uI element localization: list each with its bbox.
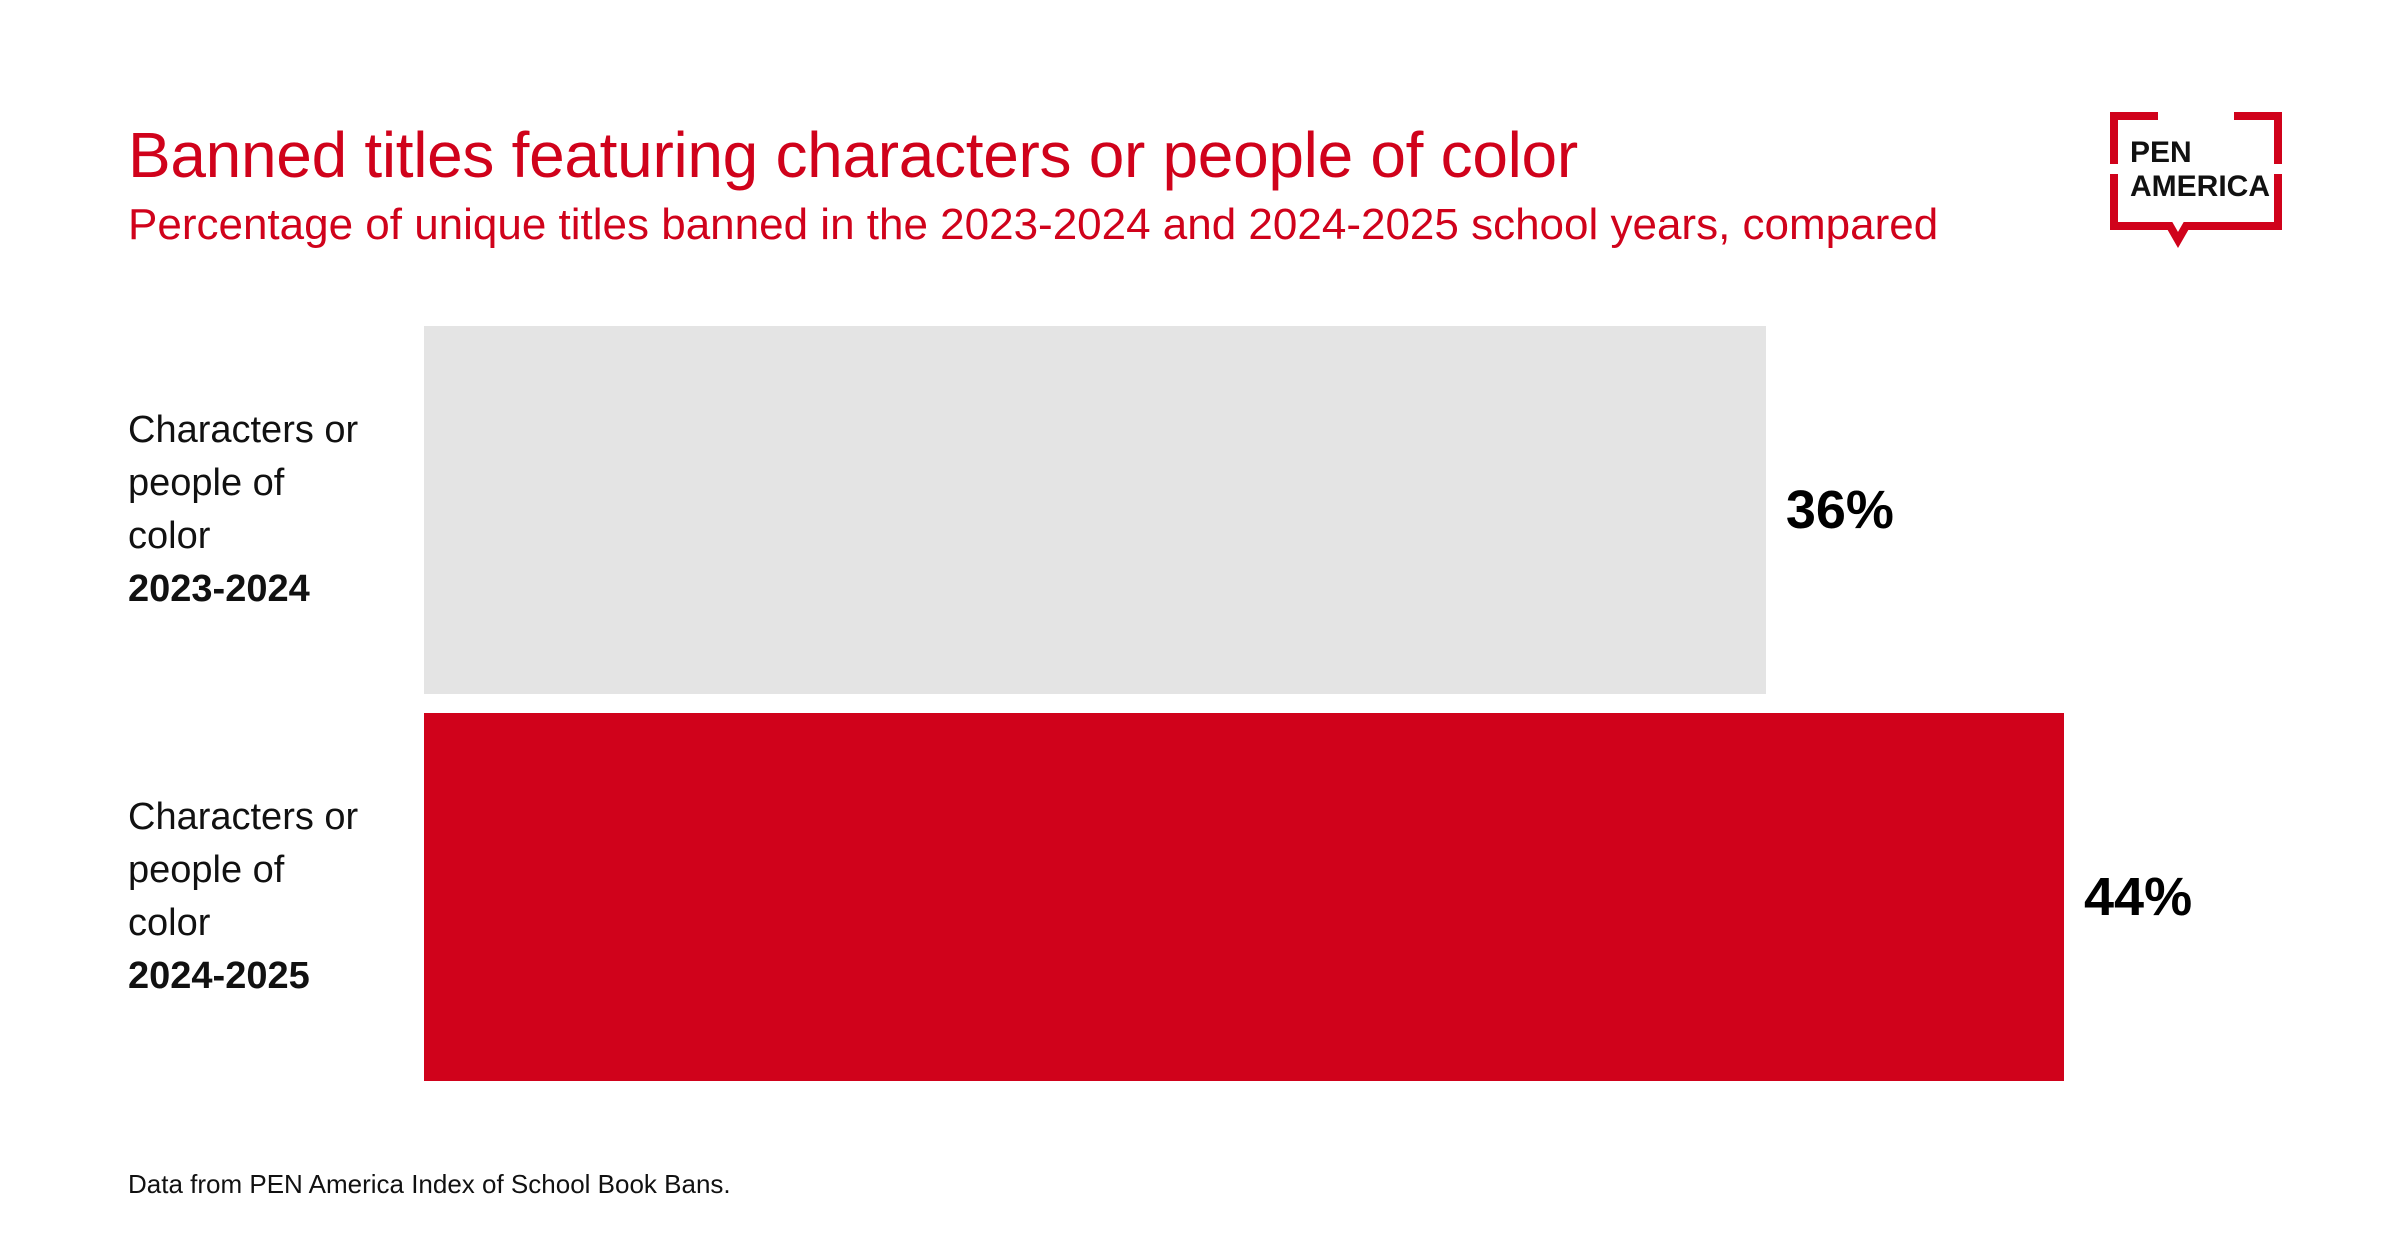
value-label-2023-2024: 36% xyxy=(1785,480,1894,540)
category-label-line: color xyxy=(128,515,211,557)
category-label-2023-2024: Characters or people of color 2023-2024 xyxy=(128,404,428,616)
category-label-line: people of xyxy=(128,462,285,504)
category-label-line: people of xyxy=(128,849,285,891)
bar-2023-2024 xyxy=(424,326,1766,694)
pen-america-logo: PEN AMERICA xyxy=(2110,112,2282,250)
chart-title: Banned titles featuring characters or pe… xyxy=(128,119,1578,191)
value-label-2024-2025: 44% xyxy=(2084,867,2193,927)
category-year: 2023-2024 xyxy=(128,568,310,610)
logo-text-america: AMERICA xyxy=(2130,170,2270,203)
category-year: 2024-2025 xyxy=(128,955,310,997)
bar-2024-2025 xyxy=(424,713,2064,1081)
chart-subtitle: Percentage of unique titles banned in th… xyxy=(128,200,1939,249)
logo-text-pen: PEN xyxy=(2130,136,2192,169)
source-footnote: Data from PEN America Index of School Bo… xyxy=(128,1169,731,1199)
category-label-line: Characters or xyxy=(128,796,359,838)
category-label-line: Characters or xyxy=(128,409,359,451)
category-label-2024-2025: Characters or people of color 2024-2025 xyxy=(128,791,428,1003)
category-label-line: color xyxy=(128,902,211,944)
